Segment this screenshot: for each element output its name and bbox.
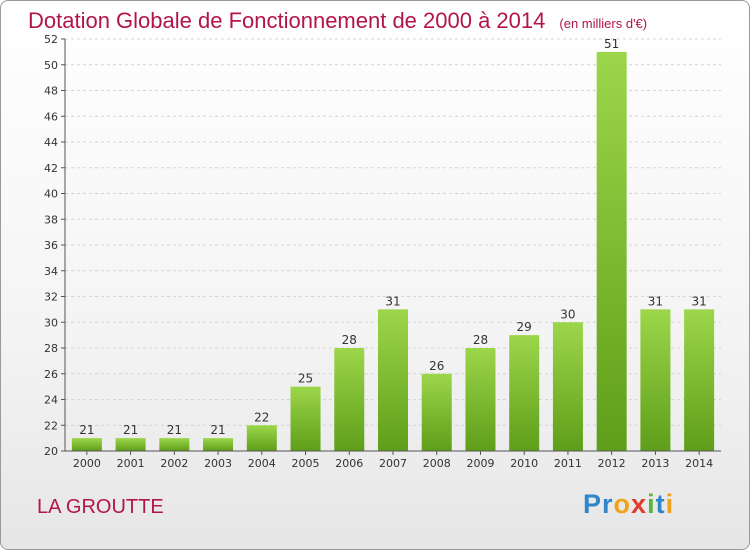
bar-2000 — [71, 438, 102, 451]
x-tick-label: 2014 — [685, 457, 713, 470]
y-tick-label: 46 — [44, 110, 58, 123]
x-tick-label: 2009 — [466, 457, 494, 470]
y-tick-label: 22 — [44, 419, 58, 432]
bar-value-label: 29 — [517, 320, 532, 334]
bar-value-label: 21 — [210, 423, 225, 437]
y-tick-label: 24 — [44, 394, 58, 407]
bar-value-label: 31 — [691, 294, 706, 308]
y-tick-label: 32 — [44, 291, 58, 304]
y-tick-label: 42 — [44, 162, 58, 175]
x-tick-label: 2011 — [554, 457, 582, 470]
bar-2011 — [552, 322, 583, 451]
bar-value-label: 51 — [604, 37, 619, 51]
x-tick-label: 2007 — [379, 457, 407, 470]
bar-2003 — [203, 438, 234, 451]
y-tick-label: 44 — [44, 136, 58, 149]
bars: 21 21 21 21 22 25 28 31 26 28 29 30 51 31 31 — [71, 37, 715, 451]
y-tick-label: 26 — [44, 368, 58, 381]
proxiti-logo: Proxiti — [583, 489, 675, 519]
chart-title: Dotation Globale de Fonctionnement de 20… — [28, 8, 647, 34]
x-tick-label: 2001 — [117, 457, 145, 470]
x-tick-label: 2013 — [641, 457, 669, 470]
y-tick-label: 20 — [44, 445, 58, 458]
y-tick-label: 30 — [44, 316, 58, 329]
bar-value-label: 21 — [167, 423, 182, 437]
x-tick-label: 2003 — [204, 457, 232, 470]
bar-2001 — [115, 438, 146, 451]
y-tick-label: 40 — [44, 188, 58, 201]
chart-title-text: Dotation Globale de Fonctionnement de 20… — [28, 8, 546, 33]
x-tick-label: 2002 — [160, 457, 188, 470]
bar-value-label: 28 — [473, 333, 488, 347]
bar-value-label: 28 — [342, 333, 357, 347]
bar-2008 — [421, 373, 452, 451]
bar-2004 — [246, 425, 277, 451]
bar-value-label: 25 — [298, 372, 313, 386]
y-tick-label: 50 — [44, 59, 58, 72]
bar-2013 — [640, 309, 671, 451]
bar-value-label: 31 — [648, 294, 663, 308]
bar-2007 — [378, 309, 408, 451]
bar-2012 — [596, 51, 627, 451]
y-tick-label: 48 — [44, 85, 58, 98]
y-tick-label: 38 — [44, 213, 58, 226]
bar-2010 — [509, 335, 540, 451]
y-tick-label: 36 — [44, 239, 58, 252]
axes: 20 22 24 26 28 30 32 34 36 38 40 42 44 46 48 50 52 2000 20… — [44, 33, 721, 470]
bar-2006 — [334, 348, 365, 451]
y-tick-label: 34 — [44, 265, 58, 278]
bar-value-label: 30 — [560, 307, 575, 321]
chart-unit: (en milliers d'€) — [559, 16, 648, 31]
bar-value-label: 21 — [123, 423, 138, 437]
x-tick-label: 2006 — [335, 457, 363, 470]
bar-value-label: 31 — [385, 294, 400, 308]
bar-2014 — [684, 309, 715, 451]
bar-2009 — [465, 348, 496, 451]
bar-2002 — [159, 438, 190, 451]
x-tick-label: 2005 — [292, 457, 320, 470]
bar-value-label: 21 — [79, 423, 94, 437]
bar-value-label: 26 — [429, 359, 444, 373]
x-tick-label: 2004 — [248, 457, 276, 470]
x-tick-label: 2008 — [423, 457, 451, 470]
bar-value-label: 22 — [254, 410, 269, 424]
bar-2005 — [290, 386, 321, 451]
y-tick-label: 28 — [44, 342, 58, 355]
x-tick-label: 2010 — [510, 457, 538, 470]
y-tick-label: 52 — [44, 33, 58, 46]
x-tick-label: 2012 — [598, 457, 626, 470]
x-tick-label: 2000 — [73, 457, 101, 470]
commune-name: LA GROUTTE — [37, 496, 164, 518]
